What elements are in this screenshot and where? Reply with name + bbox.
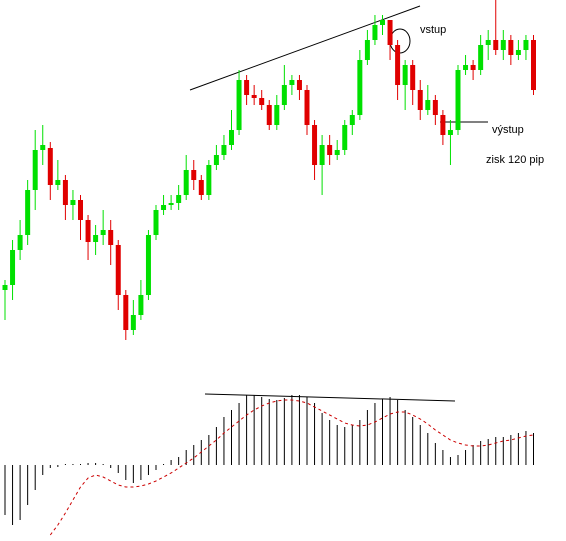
candle-body bbox=[85, 220, 91, 242]
candle-body bbox=[425, 100, 431, 110]
candle-body bbox=[55, 180, 61, 185]
candle-body bbox=[70, 200, 76, 205]
candle-body bbox=[62, 180, 68, 205]
candle-body bbox=[372, 25, 378, 40]
entry-label: vstup bbox=[420, 24, 446, 36]
candle-body bbox=[123, 295, 129, 330]
candle-body bbox=[138, 295, 144, 315]
candle-body bbox=[463, 65, 469, 70]
trend-line bbox=[189, 5, 421, 91]
candle-body bbox=[440, 115, 446, 135]
candle-body bbox=[296, 80, 302, 90]
candle-body bbox=[500, 40, 506, 50]
candle-body bbox=[213, 155, 219, 165]
candle-body bbox=[410, 65, 416, 90]
candle-body bbox=[508, 40, 514, 55]
candle-body bbox=[417, 90, 423, 110]
candle-body bbox=[25, 190, 31, 235]
candle-body bbox=[380, 20, 385, 25]
candle-body bbox=[221, 145, 227, 155]
candle-body bbox=[342, 125, 348, 150]
signal-line bbox=[49, 399, 534, 536]
candle-body bbox=[47, 148, 53, 185]
candle-body bbox=[478, 45, 484, 70]
candle-body bbox=[17, 235, 23, 250]
candle-body bbox=[145, 235, 151, 295]
candle-body bbox=[100, 230, 106, 235]
candle-body bbox=[115, 245, 121, 295]
candle-body bbox=[485, 40, 491, 45]
candle-body bbox=[153, 210, 159, 235]
candle-body bbox=[402, 65, 408, 85]
candle-body bbox=[259, 98, 265, 105]
candle-body bbox=[387, 20, 393, 45]
candle-body bbox=[206, 165, 212, 195]
candle-body bbox=[455, 70, 461, 130]
candle-body bbox=[198, 180, 204, 195]
candle-body bbox=[236, 80, 242, 130]
candle-body bbox=[523, 40, 529, 50]
candle-body bbox=[266, 105, 272, 125]
candle-body bbox=[191, 170, 197, 180]
candle-body bbox=[395, 45, 401, 85]
candle-body bbox=[274, 105, 280, 125]
candle-body bbox=[130, 315, 136, 330]
candle-body bbox=[229, 130, 234, 145]
candle-body bbox=[40, 145, 46, 150]
candle-body bbox=[2, 285, 8, 290]
candle-body bbox=[251, 95, 257, 98]
candle-body bbox=[319, 145, 325, 165]
macd-trend-line bbox=[204, 393, 456, 402]
candle-body bbox=[515, 50, 521, 55]
profit-label: zisk 120 pip bbox=[486, 154, 544, 166]
candle-body bbox=[289, 80, 295, 85]
candle-body bbox=[93, 235, 99, 242]
candle-body bbox=[168, 203, 174, 205]
candle-body bbox=[349, 115, 355, 125]
candle-body bbox=[281, 85, 287, 105]
candle-body bbox=[493, 40, 499, 50]
candle-body bbox=[334, 150, 340, 155]
candle-body bbox=[327, 145, 333, 155]
candle-body bbox=[183, 170, 189, 195]
candle-body bbox=[244, 80, 250, 95]
candle-body bbox=[176, 195, 182, 203]
candle-body bbox=[10, 250, 16, 285]
candle-body bbox=[312, 125, 318, 165]
candle-body bbox=[470, 65, 476, 70]
candle-body bbox=[78, 200, 83, 220]
candle-body bbox=[531, 40, 536, 90]
exit-label: výstup bbox=[492, 124, 524, 136]
candle-body bbox=[447, 130, 453, 135]
candle-body bbox=[364, 40, 370, 60]
candle-body bbox=[432, 100, 438, 115]
candle-body bbox=[357, 60, 363, 115]
candle-body bbox=[304, 90, 310, 125]
candle-body bbox=[108, 230, 114, 245]
candle-body bbox=[32, 150, 38, 190]
candle-body bbox=[161, 205, 167, 210]
